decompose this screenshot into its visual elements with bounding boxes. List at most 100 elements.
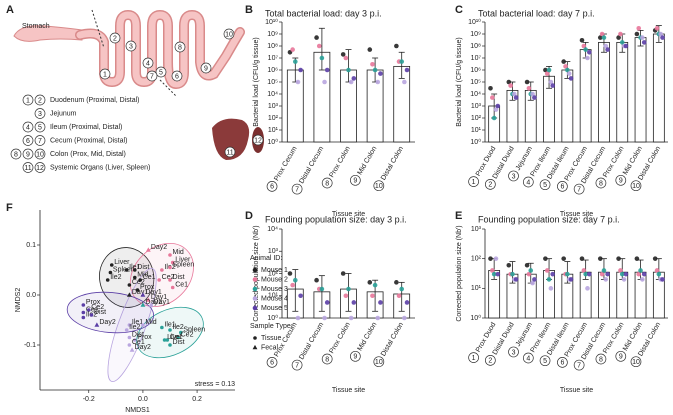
- point-label: Day1: [154, 299, 170, 306]
- data-point: [528, 268, 534, 273]
- y-tick-label: 10⁶: [267, 67, 278, 74]
- data-point: [324, 300, 330, 305]
- legend-swatch: [252, 296, 258, 301]
- data-point: [495, 103, 501, 109]
- x-axis-title: Tissue site: [560, 387, 593, 394]
- data-point: [293, 59, 298, 64]
- site-number-circle: [630, 180, 642, 192]
- data-point: [162, 338, 167, 342]
- y-tick-label: 10¹: [471, 285, 482, 292]
- point-label: Day1: [132, 289, 148, 296]
- point-label: Mid: [137, 271, 148, 278]
- error-bar: [345, 273, 352, 312]
- data-point: [491, 271, 497, 277]
- site-number-circle: [291, 359, 303, 371]
- y-tick-label: 10³: [471, 226, 482, 233]
- site-number-circle: [142, 57, 154, 69]
- data-point: [599, 271, 605, 277]
- site-number-circle: [223, 28, 235, 40]
- data-point: [585, 55, 590, 61]
- legend-swatch: [252, 277, 258, 282]
- gut-illustration: [13, 9, 264, 160]
- panel-label: F: [6, 202, 13, 214]
- data-point: [526, 271, 532, 277]
- data-point: [619, 40, 625, 45]
- data-point: [346, 67, 351, 73]
- site-number: 10: [225, 31, 233, 38]
- y-tick-label: 10⁵: [470, 79, 481, 86]
- data-point: [108, 270, 113, 275]
- data-point: [179, 330, 183, 335]
- site-number: 5: [543, 182, 547, 189]
- data-point: [399, 59, 405, 64]
- data-point: [634, 31, 640, 37]
- key-number: 5: [38, 124, 42, 131]
- key-number-circle: [34, 148, 46, 160]
- key-text: Cecum (Proximal, Distal): [50, 137, 127, 144]
- y-tick-label: 10¹: [268, 293, 279, 300]
- data-point: [351, 76, 357, 81]
- site-number: 9: [619, 354, 623, 361]
- site-number: 8: [599, 356, 603, 363]
- key-number: 9: [26, 151, 30, 158]
- point-label: Prox: [137, 334, 152, 341]
- y-tick-label: 10³: [268, 103, 279, 110]
- y-tick-label: 10²: [268, 270, 279, 277]
- site-number-circle: [468, 176, 479, 187]
- site-number: 4: [146, 60, 150, 67]
- divider: [91, 9, 105, 49]
- site-number-circle: [321, 177, 333, 189]
- data-point: [618, 268, 623, 273]
- cluster-ellipse: [66, 291, 155, 334]
- key-number: 1: [26, 97, 30, 104]
- y-tick-label: 10⁷: [471, 55, 482, 62]
- y-tick-label: 10⁸: [267, 43, 278, 50]
- legend-swatch: [252, 286, 258, 292]
- key-text: Colon (Prox, Mid, Distal): [50, 151, 126, 158]
- data-point: [543, 256, 548, 261]
- data-point: [404, 300, 410, 305]
- y-tick-label: 10¹: [471, 127, 482, 134]
- data-point: [544, 268, 550, 273]
- data-point: [394, 43, 399, 49]
- data-point: [581, 268, 587, 273]
- y-axis-title: Bacterial load (CFU/g tissue): [456, 37, 463, 126]
- data-point: [402, 79, 407, 85]
- data-point: [324, 67, 330, 73]
- point-label: Liver: [167, 334, 183, 341]
- legend-swatch: [252, 267, 258, 273]
- site-number-circle: [291, 183, 303, 195]
- site-number: 2: [488, 182, 492, 189]
- data-point: [550, 271, 556, 277]
- site-number-circle: [539, 179, 551, 191]
- data-point: [126, 292, 132, 297]
- data-point: [316, 43, 322, 49]
- site-number-circle: [522, 352, 534, 364]
- data-point: [490, 268, 495, 273]
- site-number: 10: [375, 183, 383, 190]
- point-label: Day2: [99, 319, 115, 326]
- key-text: Ileum (Proximal, Distal): [50, 124, 122, 131]
- data-point: [170, 285, 175, 290]
- point-label: Mid: [145, 319, 156, 326]
- data-point: [290, 47, 295, 52]
- data-point: [565, 67, 570, 73]
- data-point: [124, 268, 129, 272]
- x-tick-label: 0.0: [138, 396, 148, 403]
- x-tick-label: Distal Colon: [380, 321, 405, 357]
- data-point: [378, 71, 383, 76]
- site-number: 9: [204, 65, 208, 72]
- intestine: [76, 11, 244, 88]
- data-point: [396, 293, 402, 299]
- point-label: Dist: [94, 309, 106, 316]
- site-number-circle: [125, 40, 137, 52]
- point-label: Ile1: [164, 321, 175, 328]
- y-tick-label: 10⁰: [470, 138, 481, 146]
- x-tick-label: 0.2: [192, 396, 202, 403]
- site-number-circle: [573, 359, 585, 371]
- data-point: [618, 31, 623, 37]
- panel-label: B: [245, 4, 253, 16]
- key-number: 4: [26, 124, 30, 131]
- point-label: Ce2: [91, 304, 104, 311]
- data-point: [619, 271, 625, 277]
